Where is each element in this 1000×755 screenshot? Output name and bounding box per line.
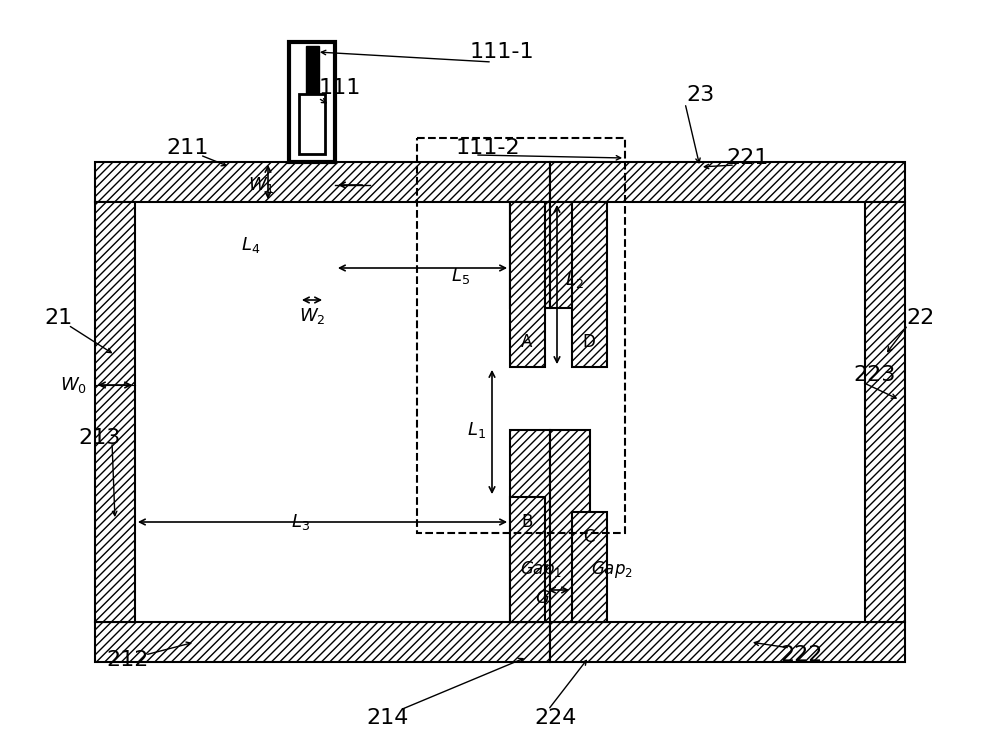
Text: $W_0$: $W_0$ xyxy=(60,375,87,395)
Text: $Gap_1$: $Gap_1$ xyxy=(520,559,562,581)
Text: 111-1: 111-1 xyxy=(470,42,534,62)
Text: $L_5$: $L_5$ xyxy=(451,266,469,286)
Text: 111: 111 xyxy=(319,78,361,98)
Bar xyxy=(550,622,905,662)
Text: 222: 222 xyxy=(781,645,823,665)
Bar xyxy=(510,202,545,367)
Bar xyxy=(510,430,550,622)
Bar xyxy=(550,202,590,308)
Text: $L_1$: $L_1$ xyxy=(467,420,486,440)
Text: $L_2$: $L_2$ xyxy=(565,270,584,290)
Bar xyxy=(95,162,550,202)
Text: 221: 221 xyxy=(727,148,769,168)
Text: $Gap_2$: $Gap_2$ xyxy=(591,559,633,581)
Bar xyxy=(550,430,590,622)
Bar xyxy=(417,138,625,533)
Text: $L_4$: $L_4$ xyxy=(241,235,260,255)
Text: 22: 22 xyxy=(906,308,934,328)
Text: $L_3$: $L_3$ xyxy=(291,512,309,532)
Bar xyxy=(510,202,550,308)
Bar xyxy=(299,94,325,154)
Text: 211: 211 xyxy=(167,138,209,158)
Bar xyxy=(510,497,545,622)
Text: 23: 23 xyxy=(686,85,714,105)
Text: B: B xyxy=(521,513,533,531)
Bar xyxy=(95,622,550,662)
Text: 224: 224 xyxy=(535,708,577,728)
Text: C: C xyxy=(583,528,595,546)
Text: 111-2: 111-2 xyxy=(456,138,520,158)
Text: A: A xyxy=(521,333,533,351)
Bar xyxy=(572,202,607,367)
Bar xyxy=(865,202,905,622)
Text: $W_2$: $W_2$ xyxy=(299,306,325,326)
Text: D: D xyxy=(583,333,595,351)
Bar xyxy=(550,162,905,202)
Text: 223: 223 xyxy=(854,365,896,385)
Text: $W_1$: $W_1$ xyxy=(248,175,275,195)
Text: 212: 212 xyxy=(107,650,149,670)
Text: 214: 214 xyxy=(367,708,409,728)
Text: 213: 213 xyxy=(79,428,121,448)
Bar xyxy=(306,46,319,94)
Text: $G$: $G$ xyxy=(535,589,551,607)
Bar xyxy=(289,42,335,162)
Bar xyxy=(572,512,607,622)
Bar xyxy=(95,202,135,622)
Text: 21: 21 xyxy=(44,308,72,328)
